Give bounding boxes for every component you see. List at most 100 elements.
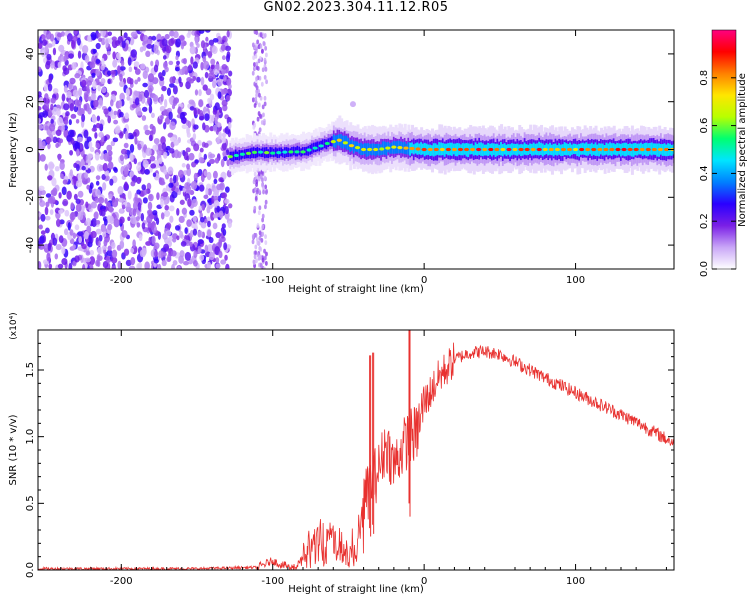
noise-cell — [108, 106, 112, 112]
noise-cell — [264, 261, 268, 266]
noise-cell — [54, 253, 59, 260]
noise-cell — [82, 263, 86, 269]
noise-cell — [91, 218, 97, 228]
noise-cell — [89, 256, 96, 266]
noise-cell — [264, 234, 267, 240]
noise-cell — [103, 152, 110, 162]
trace-core — [318, 144, 324, 148]
noise-cell — [218, 250, 223, 259]
noise-cell — [73, 30, 78, 35]
noise-cell — [134, 136, 138, 145]
noise-cell — [98, 131, 104, 138]
noise-cell — [130, 257, 136, 266]
noise-cell — [111, 241, 116, 249]
noise-cell — [176, 60, 180, 66]
noise-cell — [118, 197, 125, 203]
trace-core — [421, 147, 427, 152]
noise-cell — [204, 244, 209, 253]
noise-cell — [214, 102, 220, 111]
noise-cell — [161, 259, 167, 267]
trace-cell — [431, 145, 435, 156]
noise-cell — [255, 182, 258, 188]
noise-cell — [160, 136, 166, 145]
trace-core — [330, 140, 336, 144]
noise-cell — [189, 45, 196, 55]
noise-cell — [121, 204, 126, 210]
noise-cell — [47, 242, 52, 252]
noise-cell — [59, 173, 64, 179]
noise-cell — [221, 136, 227, 144]
noise-cell — [260, 120, 264, 125]
noise-cell — [206, 229, 212, 237]
trace-cell — [589, 143, 593, 155]
snr-y-label: SNR (10 * v/v) — [8, 414, 19, 485]
noise-cell — [61, 257, 68, 265]
colorbar-tick-label: 0.4 — [699, 165, 710, 181]
noise-cell — [261, 67, 265, 73]
trace-cell — [661, 143, 665, 156]
noise-cell — [89, 263, 94, 269]
noise-cell — [225, 53, 231, 63]
noise-cell — [52, 87, 59, 94]
noise-cell — [71, 62, 77, 70]
trace-core — [342, 141, 348, 145]
noise-cell — [204, 30, 211, 33]
trace-cell — [274, 147, 278, 157]
noise-cell — [260, 49, 264, 54]
noise-cell — [150, 60, 154, 67]
noise-cell — [221, 132, 227, 138]
noise-cell — [224, 186, 230, 193]
noise-cell — [216, 137, 220, 145]
noise-cell — [94, 197, 100, 203]
noise-cell — [150, 163, 157, 169]
noise-cell — [203, 194, 209, 200]
noise-cell — [140, 63, 146, 70]
trace-cell — [262, 147, 266, 158]
noise-cell — [81, 79, 87, 87]
noise-cell — [160, 115, 164, 120]
noise-cell — [202, 60, 210, 70]
snr-y-axis: 0.0 0.5 1.0 1.5 — [25, 342, 674, 578]
noise-cell — [192, 133, 197, 141]
trace-core — [597, 147, 603, 152]
trace-cell — [516, 143, 520, 156]
trace-core — [470, 147, 476, 152]
noise-cell — [192, 61, 198, 69]
noise-cell — [38, 106, 42, 111]
noise-cell — [208, 114, 215, 124]
noise-cell — [48, 75, 53, 84]
noise-cell — [61, 246, 66, 255]
noise-cell — [81, 165, 86, 171]
noise-cell — [260, 238, 264, 243]
noise-cell — [172, 259, 178, 266]
noise-cell — [41, 34, 46, 40]
noise-cell — [103, 239, 108, 247]
y-tick-label: 1.5 — [25, 362, 36, 378]
noise-cell — [171, 263, 175, 269]
noise-cell — [206, 261, 212, 269]
noise-cell — [221, 88, 228, 95]
noise-cell — [43, 102, 50, 110]
noise-cell — [161, 142, 167, 151]
noise-blip — [349, 101, 356, 108]
noise-cell — [147, 201, 153, 211]
noise-cell — [69, 77, 76, 85]
noise-cell — [208, 251, 215, 261]
noise-cell — [38, 185, 45, 191]
noise-cell — [205, 88, 212, 96]
noise-cell — [251, 70, 255, 76]
noise-cell — [89, 182, 94, 189]
noise-cell — [40, 213, 46, 222]
noise-cell — [255, 65, 259, 71]
noise-cell — [134, 192, 138, 202]
noise-cell — [259, 246, 263, 252]
noise-cell — [46, 43, 53, 48]
noise-cell — [130, 31, 137, 38]
noise-cell — [153, 250, 159, 258]
trace-cell — [638, 143, 642, 155]
noise-cell — [257, 240, 261, 246]
noise-cell — [106, 50, 111, 56]
noise-cell — [215, 231, 222, 239]
trace-core — [651, 147, 657, 152]
noise-cell — [101, 174, 106, 181]
